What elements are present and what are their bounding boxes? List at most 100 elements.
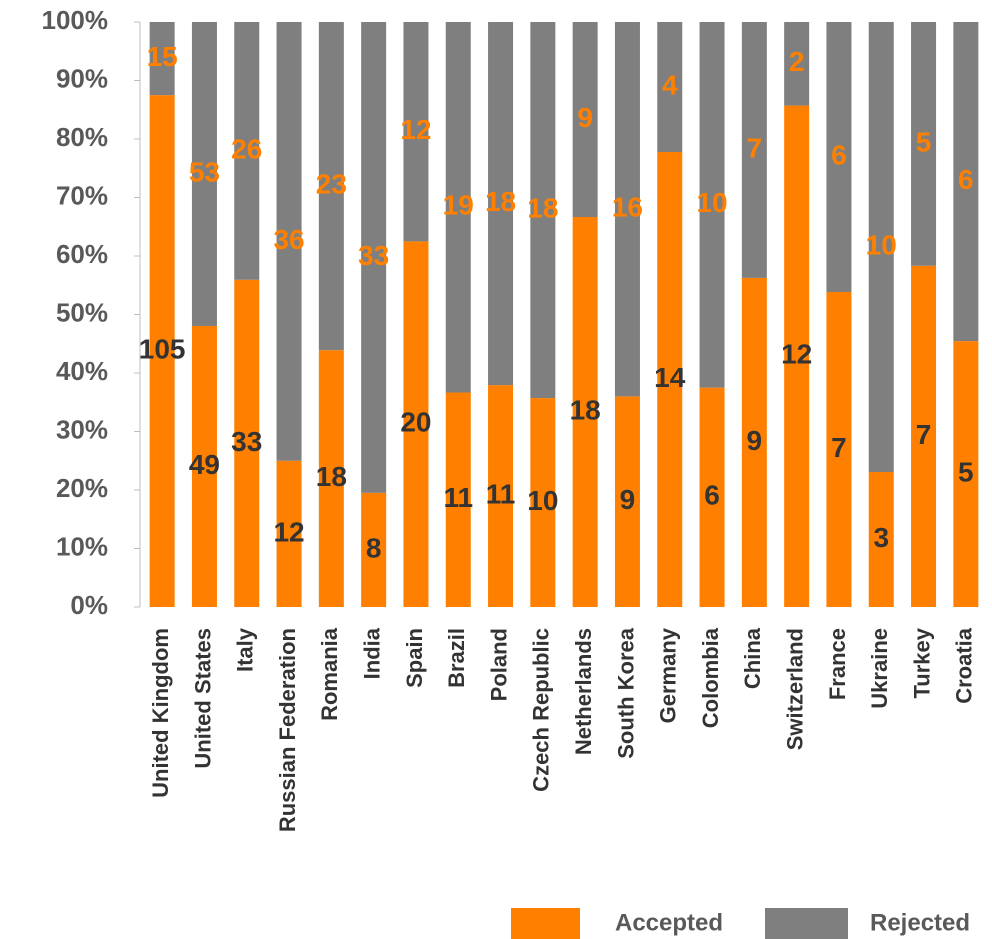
- bar-segment: [234, 279, 260, 607]
- data-label: 4: [662, 69, 678, 100]
- data-label: 14: [654, 362, 686, 393]
- legend-label: Accepted: [615, 909, 723, 936]
- bar-segment: [191, 22, 217, 326]
- y-tick-label: 90%: [56, 63, 108, 93]
- x-tick-label: Spain: [402, 628, 427, 688]
- x-tick-label: China: [740, 627, 765, 689]
- data-label: 36: [273, 224, 304, 255]
- data-label: 2: [789, 46, 805, 77]
- x-tick-label: Netherlands: [571, 628, 596, 755]
- bar-segment: [657, 22, 683, 152]
- data-label: 9: [620, 484, 636, 515]
- x-tick-label: Czech Republic: [529, 628, 554, 792]
- y-tick-label: 70%: [56, 180, 108, 210]
- y-tick-label: 50%: [56, 297, 108, 327]
- bar-segment: [572, 217, 598, 607]
- data-label: 10: [527, 485, 558, 516]
- data-label: 5: [916, 126, 932, 157]
- bar-segment: [234, 22, 260, 280]
- bar-segment: [276, 22, 302, 461]
- bar-segment: [361, 22, 387, 493]
- bar-segment: [699, 387, 725, 607]
- bar-segment: [361, 492, 387, 607]
- x-tick-label: South Korea: [613, 627, 638, 759]
- data-label: 19: [443, 190, 474, 221]
- y-tick-label: 100%: [42, 5, 109, 35]
- x-tick-label: Switzerland: [782, 628, 807, 750]
- bar-segment: [403, 241, 429, 607]
- bar-segment: [953, 341, 979, 607]
- bar-segment: [911, 265, 937, 607]
- x-tick-label: Brazil: [444, 628, 469, 688]
- bar-segment: [488, 385, 514, 607]
- data-label: 7: [747, 132, 763, 163]
- x-tick-label: India: [359, 627, 384, 679]
- data-label: 33: [358, 240, 389, 271]
- data-label: 16: [612, 192, 643, 223]
- data-label: 18: [485, 186, 516, 217]
- y-tick-label: 40%: [56, 356, 108, 386]
- data-label: 7: [916, 419, 932, 450]
- bar-segment: [445, 392, 471, 607]
- x-tick-label: Russian Federation: [275, 628, 300, 832]
- bar-segment: [784, 22, 810, 106]
- bar-segment: [868, 22, 894, 472]
- data-label: 9: [747, 425, 763, 456]
- data-label: 12: [781, 339, 812, 370]
- data-label: 10: [866, 229, 897, 260]
- bar-segment: [530, 22, 556, 399]
- bar-segment: [911, 22, 937, 266]
- bar-segment: [191, 325, 217, 607]
- data-label: 6: [958, 164, 974, 195]
- x-tick-label: France: [825, 628, 850, 700]
- data-label: 8: [366, 532, 382, 563]
- x-tick-label: Italy: [233, 627, 258, 672]
- x-tick-label: Ukraine: [867, 628, 892, 709]
- data-label: 11: [443, 482, 473, 513]
- bar-segment: [657, 152, 683, 607]
- bar-segment: [318, 22, 344, 351]
- data-label: 33: [231, 426, 262, 457]
- x-tick-label: Colombia: [698, 627, 723, 728]
- bar-segment: [403, 22, 429, 242]
- bar-segment: [699, 22, 725, 388]
- bar-segment: [572, 22, 598, 217]
- data-label: 18: [316, 461, 347, 492]
- x-tick-label: Germany: [656, 627, 681, 723]
- data-label: 105: [139, 333, 186, 364]
- data-label: 53: [189, 156, 220, 187]
- data-label: 18: [570, 394, 601, 425]
- x-tick-label: Turkey: [909, 627, 934, 698]
- bar-segment: [149, 22, 175, 96]
- data-label: 7: [831, 432, 847, 463]
- y-tick-label: 60%: [56, 239, 108, 269]
- data-label: 12: [273, 516, 304, 547]
- data-label: 6: [704, 480, 720, 511]
- y-tick-label: 20%: [56, 473, 108, 503]
- bar-segment: [826, 22, 852, 292]
- data-label: 6: [831, 139, 847, 170]
- legend-label: Rejected: [870, 909, 970, 936]
- bar-segment: [318, 350, 344, 607]
- x-tick-label: Poland: [486, 628, 511, 701]
- bar-segment: [868, 472, 894, 607]
- bar-segment: [826, 292, 852, 607]
- x-tick-label: Romania: [317, 627, 342, 721]
- legend-swatch: [765, 908, 848, 939]
- data-label: 23: [316, 168, 347, 199]
- data-label: 9: [577, 102, 593, 133]
- y-tick-label: 30%: [56, 414, 108, 444]
- bar-segment: [614, 396, 640, 607]
- bar-segment: [741, 22, 767, 278]
- x-tick-label: United Kingdom: [148, 628, 173, 798]
- data-label: 18: [527, 192, 558, 223]
- data-label: 49: [189, 449, 220, 480]
- data-label: 15: [147, 41, 178, 72]
- bar-segment: [953, 22, 979, 342]
- bar-segment: [488, 22, 514, 386]
- y-tick-label: 10%: [56, 531, 108, 561]
- data-label: 3: [873, 522, 889, 553]
- bar-segment: [445, 22, 471, 393]
- data-label: 26: [231, 133, 262, 164]
